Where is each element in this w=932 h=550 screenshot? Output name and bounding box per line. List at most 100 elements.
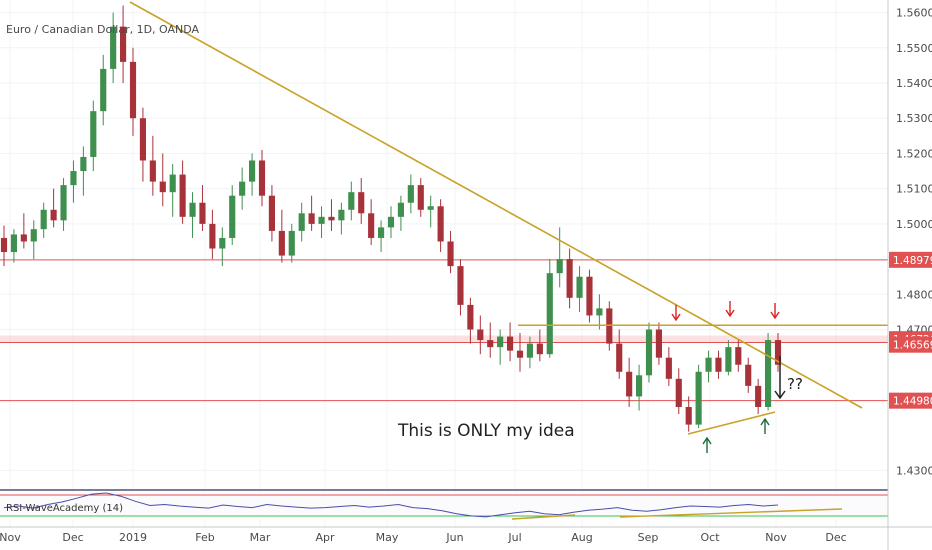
- candle: [278, 209, 285, 263]
- candle: [348, 181, 355, 221]
- candle: [427, 195, 434, 228]
- time-axis[interactable]: Nov Dec 2019 Feb Mar Apr May Jun Jul Aug Sep Oct Nov…: [0, 526, 932, 544]
- candle: [685, 396, 692, 432]
- candle: [745, 357, 752, 393]
- black-down-arrow-icon: [774, 356, 786, 400]
- y-tick-label: 1.53000: [896, 112, 932, 125]
- candle: [100, 54, 107, 126]
- candle: [239, 167, 246, 210]
- resistance-zone: [0, 335, 888, 343]
- candle: [417, 178, 424, 217]
- candle: [616, 329, 623, 379]
- candle: [219, 227, 226, 267]
- candle: [338, 202, 345, 235]
- x-tick-label: 2019: [119, 531, 147, 544]
- candle: [249, 153, 256, 196]
- x-tick-label: May: [376, 531, 399, 544]
- candle: [665, 347, 672, 386]
- y-tick-label: 1.55000: [896, 42, 932, 55]
- candle: [60, 178, 67, 231]
- price-axis[interactable]: 1.56000 1.55000 1.54000 1.53000 1.52000 1.510…: [887, 0, 932, 550]
- x-tick-label: Sep: [638, 531, 659, 544]
- candle: [258, 149, 266, 207]
- candle: [487, 322, 494, 358]
- x-tick-label: Jul: [507, 531, 521, 544]
- x-tick-label: Feb: [195, 531, 214, 544]
- price-tag-label: 1.44980: [893, 396, 932, 408]
- candle: [20, 213, 27, 249]
- candle: [467, 297, 474, 344]
- candle: [0, 225, 8, 267]
- candle: [288, 223, 295, 263]
- candle: [110, 12, 117, 83]
- candle: [725, 340, 732, 376]
- candle: [199, 185, 206, 231]
- candle: [30, 220, 37, 260]
- down-arrow-icon: [671, 305, 681, 322]
- rsi-label: RSI-WaveAcademy (14): [6, 503, 123, 514]
- candle: [120, 5, 127, 83]
- candle: [268, 185, 275, 242]
- up-arrow-icon: [760, 417, 770, 434]
- candle: [407, 174, 414, 214]
- rsi-support-line: [511, 514, 576, 520]
- candle: [516, 333, 524, 372]
- candle: [655, 322, 662, 365]
- question-annotation: ??: [787, 375, 803, 393]
- candle: [596, 294, 603, 330]
- price-tag: 1.48979: [889, 251, 932, 268]
- candle: [139, 107, 146, 182]
- candle: [149, 135, 156, 196]
- candle: [705, 350, 712, 383]
- symbol-label: Euro / Canadian Dollar, 1D, OANDA: [6, 23, 200, 36]
- x-tick-label: Oct: [700, 531, 720, 544]
- candle: [358, 178, 365, 224]
- rising-support-line: [687, 411, 776, 435]
- candle: [318, 206, 325, 238]
- candle: [546, 259, 553, 358]
- x-tick-label: Aug: [571, 531, 592, 544]
- candle: [40, 202, 47, 238]
- candle: [368, 199, 375, 245]
- candle: [308, 195, 315, 231]
- rsi-support-line: [619, 508, 843, 518]
- candle: [755, 378, 762, 415]
- candle: [576, 266, 583, 312]
- candle: [129, 47, 137, 136]
- down-arrow-icon: [770, 303, 780, 320]
- candle: [715, 350, 722, 379]
- candle: [566, 248, 573, 309]
- x-tick-label: Jun: [445, 531, 463, 544]
- candle: [636, 364, 643, 411]
- candle: [397, 195, 404, 231]
- candle: [378, 220, 385, 253]
- y-tick-label: 1.52000: [896, 147, 932, 160]
- candle: [556, 227, 563, 288]
- candle: [80, 146, 87, 196]
- y-tick-label: 1.56000: [896, 7, 932, 20]
- y-tick-label: 1.51000: [896, 183, 932, 196]
- candle: [477, 315, 484, 355]
- candle: [695, 364, 702, 429]
- candle: [675, 368, 682, 415]
- candle: [179, 160, 186, 224]
- y-tick-label: 1.54000: [896, 77, 932, 90]
- candle: [169, 164, 176, 217]
- y-tick-label: 1.43000: [896, 464, 932, 477]
- candle: [507, 322, 514, 362]
- candle: [735, 340, 742, 372]
- candle: [526, 336, 533, 369]
- idea-annotation: This is ONLY my idea: [397, 421, 575, 441]
- candle: [457, 259, 464, 316]
- candle: [765, 333, 772, 411]
- candle: [536, 329, 543, 362]
- candle: [626, 357, 633, 407]
- candle: [209, 209, 216, 260]
- price-tag: 1.44980: [889, 392, 932, 409]
- rsi-pane: [0, 489, 888, 520]
- y-tick-label: 1.50000: [896, 218, 932, 231]
- price-tag: 1.46569: [889, 336, 932, 353]
- x-tick-label: Nov: [0, 531, 21, 544]
